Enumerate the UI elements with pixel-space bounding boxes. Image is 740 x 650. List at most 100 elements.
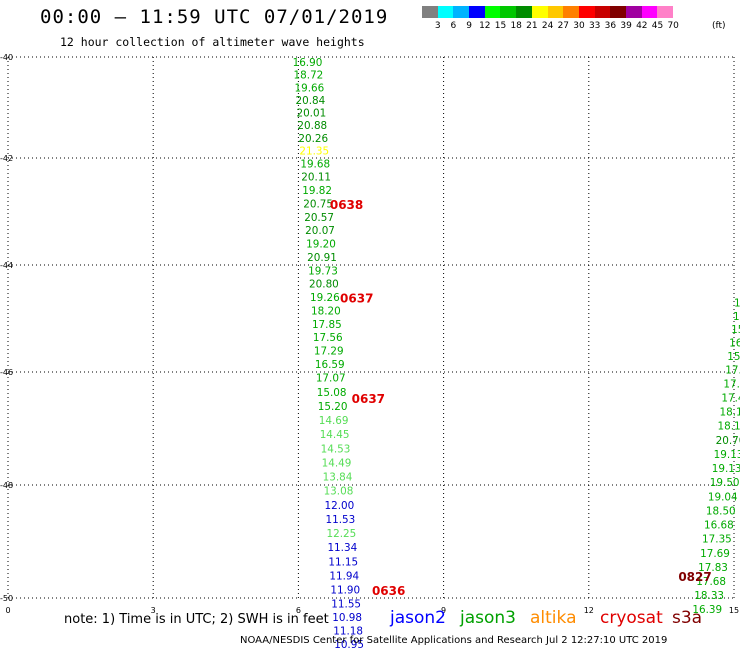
- data-point-label: 19.13: [712, 463, 740, 475]
- data-point-label: 14.53: [321, 443, 351, 455]
- data-point-label: 10.95: [334, 639, 364, 650]
- data-point-label: 18.20: [311, 305, 341, 317]
- color-swatch: [453, 6, 470, 18]
- data-point-label: 20.11: [301, 172, 331, 184]
- color-scale-label: 42: [636, 21, 648, 31]
- data-point-label: 15.20: [318, 401, 348, 413]
- data-point-label: 19.73: [308, 265, 338, 277]
- data-point-label: 17.71: [725, 364, 740, 376]
- y-tick-label: -46: [0, 368, 13, 377]
- color-swatch: [594, 6, 611, 18]
- data-point-label: 16.90: [293, 57, 323, 69]
- chart-note: note: 1) Time is in UTC; 2) SWH is in fe…: [64, 612, 329, 627]
- data-point-label: 17.56: [313, 332, 343, 344]
- data-point-label: 18.13: [718, 421, 740, 433]
- data-point-label: 16.: [729, 338, 740, 350]
- pass-time-label: 0827: [678, 570, 711, 584]
- color-swatch: [625, 6, 642, 18]
- color-scale-unit: (ft): [712, 21, 726, 31]
- data-point-label: 21.35: [299, 145, 329, 157]
- pass-time-label: 0637: [340, 291, 373, 305]
- data-point-label: 17.35: [702, 534, 732, 546]
- data-point-label: 15.08: [317, 387, 347, 399]
- data-point-label: 14.69: [319, 415, 349, 427]
- x-tick-label: 15: [729, 606, 739, 615]
- x-tick-label: 12: [584, 606, 594, 615]
- chart-footer: NOAA/NESDIS Center for Satellite Applica…: [240, 635, 668, 646]
- legend-jason3: jason3: [460, 608, 516, 628]
- data-point-label: 17.83: [698, 562, 728, 574]
- data-point-label: 20.80: [309, 279, 339, 291]
- pass-time-label: 0637: [352, 392, 385, 406]
- data-point-label: 14.45: [320, 429, 350, 441]
- color-swatch: [437, 6, 454, 18]
- x-tick-label: 0: [5, 606, 10, 615]
- data-point-label: 15.: [731, 324, 740, 336]
- legend-altika: altika: [530, 608, 577, 628]
- color-swatch: [673, 6, 689, 18]
- data-point-label: 19.20: [306, 239, 336, 251]
- color-swatch: [563, 6, 579, 18]
- data-point-label: 19.50: [710, 477, 740, 489]
- data-point-label: 16.39: [692, 604, 722, 616]
- data-point-label: 11.15: [328, 556, 358, 568]
- data-point-label: 10.98: [332, 612, 362, 624]
- data-point-label: 12.25: [326, 528, 356, 540]
- data-point-label: 13.84: [323, 472, 353, 484]
- data-point-label: 11.94: [329, 570, 359, 582]
- color-swatch: [578, 6, 595, 18]
- data-point-label: 15.8: [727, 351, 740, 363]
- color-scale-label: 24: [541, 21, 554, 31]
- data-point-label: 17.44: [721, 392, 740, 404]
- y-tick-label: -42: [0, 154, 13, 163]
- pass-time-label: 0636: [372, 584, 405, 598]
- color-scale-label: 70: [667, 21, 679, 31]
- color-scale-label: 18: [510, 21, 522, 31]
- pass-time-label: 0638: [330, 198, 363, 212]
- color-scale-label: 30: [573, 21, 585, 31]
- chart-subtitle: 12 hour collection of altimeter wave hei…: [60, 35, 365, 49]
- color-scale-label: 27: [557, 21, 570, 31]
- color-scale-bar: [422, 6, 689, 18]
- color-swatch: [547, 6, 564, 18]
- data-point-label: 17.68: [696, 576, 726, 588]
- color-scale-label: 15: [494, 21, 507, 31]
- color-swatch: [516, 6, 532, 18]
- data-point-label: 19.82: [302, 185, 332, 197]
- data-point-label: 18.19: [719, 407, 740, 419]
- color-swatch: [641, 6, 658, 18]
- color-swatch: [657, 6, 673, 18]
- color-scale-label: 39: [620, 21, 632, 31]
- data-point-label: 19.13: [714, 449, 740, 461]
- data-point-label: 19.66: [295, 82, 325, 94]
- data-point-label: 20.88: [297, 120, 327, 132]
- data-point-label: 13.08: [324, 486, 354, 498]
- x-tick-label: 3: [151, 606, 156, 615]
- data-point-label: 11.53: [326, 514, 356, 526]
- x-tick-label: 6: [296, 606, 301, 615]
- y-tick-label: -44: [0, 261, 13, 270]
- data-point-label: 19.68: [300, 158, 330, 170]
- data-point-label: 20.26: [298, 133, 328, 145]
- data-point-label: 20.01: [296, 108, 326, 120]
- y-tick-label: -48: [0, 481, 13, 490]
- color-swatch: [469, 6, 485, 18]
- data-point-label: 11.34: [327, 542, 357, 554]
- x-tick-label: 9: [441, 606, 446, 615]
- y-tick-label: -50: [0, 594, 13, 603]
- data-point-label: 20.75: [303, 198, 333, 210]
- data-point-label: 20.07: [305, 225, 335, 237]
- data-point-label: 19.26: [310, 292, 340, 304]
- data-point-label: 17.85: [312, 319, 342, 331]
- color-scale-label: 21: [526, 21, 538, 31]
- color-scale-label: 45: [651, 21, 664, 31]
- legend-cryosat: cryosat: [600, 608, 663, 628]
- data-point-label: 20.84: [295, 95, 325, 107]
- legend-s3a: s3a: [672, 608, 703, 628]
- data-point-label: 20.91: [307, 252, 337, 264]
- color-swatch: [610, 6, 626, 18]
- data-point-label: 16.68: [704, 520, 734, 532]
- data-point-label: 17.53: [723, 378, 740, 390]
- color-scale-label: 6: [450, 21, 457, 31]
